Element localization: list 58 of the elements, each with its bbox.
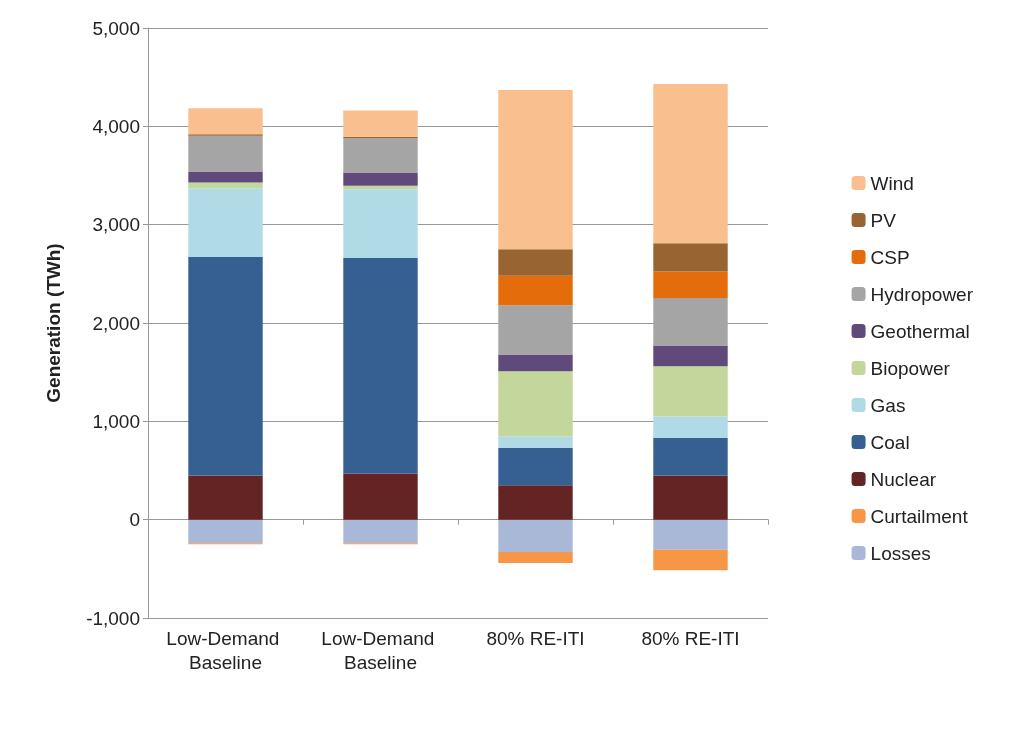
bar <box>653 271 728 298</box>
bar <box>653 366 728 417</box>
bar <box>343 473 418 520</box>
bar <box>653 84 728 244</box>
y-tick-label: 4,000 <box>92 115 140 137</box>
bar <box>653 243 728 272</box>
legend-label: CSP <box>870 246 910 268</box>
y-tick-label: 0 <box>129 509 140 531</box>
y-axis-title: Generation (TWh) <box>43 243 64 403</box>
bar <box>498 485 573 520</box>
legend-label: Biopower <box>870 357 951 379</box>
y-tick-label: -1,000 <box>86 607 140 629</box>
legend-label: Coal <box>870 431 910 453</box>
bar <box>498 275 573 306</box>
bar <box>343 110 418 137</box>
bar <box>188 257 263 476</box>
legend-label: Geothermal <box>870 320 970 342</box>
bar <box>343 138 418 173</box>
bar <box>188 475 263 520</box>
bar <box>653 475 728 520</box>
bar <box>343 189 418 259</box>
bar <box>498 519 573 553</box>
x-tick-label: 80% RE-ITI <box>641 627 740 649</box>
bar <box>498 354 573 372</box>
bar <box>188 188 263 258</box>
x-tick-label: 80% RE-ITI <box>486 627 585 649</box>
legend-label: Wind <box>870 172 914 194</box>
bar <box>498 249 573 276</box>
bar <box>188 519 263 544</box>
legend-label: Losses <box>870 542 931 564</box>
legend-label: Hydropower <box>870 283 974 305</box>
legend-label: Gas <box>870 394 906 416</box>
bar <box>498 447 573 486</box>
bar <box>188 171 263 183</box>
legend-label: Curtailment <box>870 505 969 527</box>
legend-label: PV <box>870 209 897 231</box>
bar <box>653 438 728 476</box>
bar <box>188 182 263 189</box>
bar <box>653 549 728 571</box>
y-tick-label: 2,000 <box>92 312 140 334</box>
bar <box>653 519 728 550</box>
legend-label: Nuclear <box>870 468 937 490</box>
bar <box>343 258 418 474</box>
y-tick-label: 1,000 <box>92 410 140 432</box>
bar <box>188 108 263 135</box>
y-tick-label: 3,000 <box>92 214 140 236</box>
bar <box>653 345 728 367</box>
bar <box>498 552 573 563</box>
y-tick-label: 5,000 <box>92 17 140 39</box>
x-tick-label: Low-Demand Baseline <box>166 627 285 673</box>
bar <box>498 89 573 250</box>
bar <box>498 436 573 448</box>
bar <box>653 416 728 439</box>
bar <box>343 172 418 186</box>
x-tick-label: Low-Demand Baseline <box>321 627 440 673</box>
bar <box>498 371 573 437</box>
bar <box>343 519 418 544</box>
bar <box>188 135 263 172</box>
